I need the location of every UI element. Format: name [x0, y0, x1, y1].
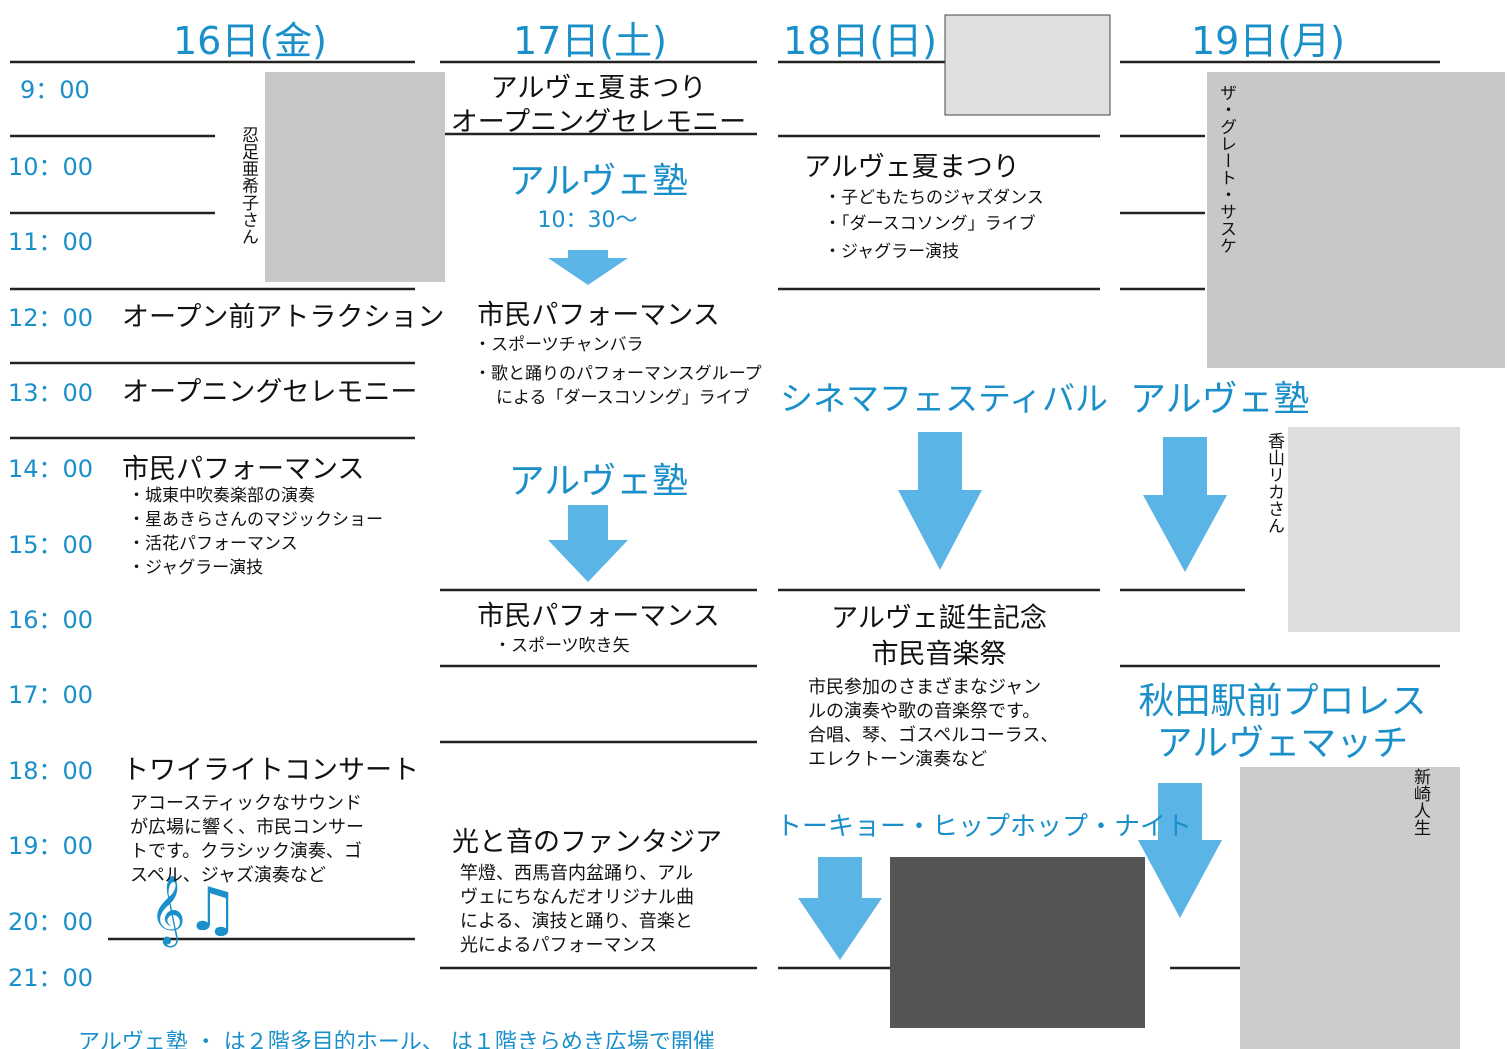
- event-item: による「ダースコソング」ライブ: [496, 388, 750, 408]
- event-text: による、演技と踊り、音楽と: [460, 911, 693, 932]
- event-text: 合唱、琴、ゴスペルコーラス、: [808, 725, 1059, 746]
- day-header: 18日(日): [782, 19, 937, 63]
- event-text: トです。クラシック演奏、ゴ: [130, 841, 362, 862]
- event-title: アルヴェマッチ: [1156, 723, 1409, 764]
- event-time: 10：30～: [537, 208, 638, 233]
- event-title: アルヴェ夏まつり: [804, 152, 1020, 183]
- event-text: スペル、ジャズ演奏など: [130, 865, 326, 886]
- event-title: アルヴェ塾: [508, 161, 689, 202]
- event-title: シネマフェスティバル: [780, 379, 1109, 418]
- event-text: 竿燈、西馬音内盆踊り、アル: [460, 863, 694, 884]
- time: 21：00: [8, 964, 94, 992]
- photo: [1207, 72, 1505, 368]
- event-text: エレクトーン演奏など: [808, 749, 988, 770]
- event-item: ・スポーツ吹き矢: [494, 636, 630, 656]
- event-text: 市民参加のさまざまなジャン: [808, 677, 1042, 698]
- day-header: 19日(月): [1190, 19, 1345, 63]
- event-item: ・城東中吹奏楽部の演奏: [128, 486, 315, 506]
- photo-caption: 新崎人生: [1410, 768, 1430, 836]
- time: 12：00: [8, 304, 94, 332]
- event-title: 光と音のファンタジア: [452, 827, 722, 858]
- photo: [1240, 767, 1460, 1049]
- photo: [265, 72, 445, 282]
- time: 13：00: [8, 379, 94, 407]
- time: 14：00: [8, 455, 94, 483]
- event-title: アルヴェ塾: [1130, 379, 1310, 420]
- footer-text: ・: [194, 1030, 217, 1049]
- day-header: 16日(金): [172, 19, 327, 63]
- photo: [1288, 427, 1460, 632]
- footer-text: アルヴェ塾: [78, 1030, 188, 1049]
- time: 15：00: [8, 531, 94, 559]
- event-title: アルヴェ誕生記念: [831, 603, 1047, 634]
- event-item: ・スポーツチャンバラ: [474, 335, 644, 355]
- event-item: ・星あきらさんのマジックショー: [128, 510, 383, 530]
- time: 16：00: [8, 606, 94, 634]
- footer-text: は１階きらめき広場で開催: [450, 1030, 715, 1049]
- time: 19：00: [8, 832, 94, 860]
- event-item: ・「ダースコソング」ライブ: [824, 214, 1036, 234]
- event-item: ・歌と踊りのパフォーマンスグループ: [474, 364, 762, 384]
- photo-caption: 香山リカさん: [1264, 432, 1284, 534]
- photo: [890, 857, 1145, 1028]
- event-title: オープニングセレモニー: [122, 377, 418, 408]
- event-item: ・子どもたちのジャズダンス: [824, 188, 1044, 208]
- event-item: ・活花パフォーマンス: [128, 534, 298, 554]
- photo-caption: 忍足亜希子さん: [238, 126, 258, 245]
- event-title: オープニングセレモニー: [450, 107, 747, 138]
- time: 18：00: [8, 757, 94, 785]
- event-title: オープン前アトラクション: [122, 302, 445, 333]
- footer-text: は２階多目的ホール、: [223, 1030, 444, 1049]
- event-title: 秋田駅前プロレス: [1138, 681, 1427, 722]
- time: 11：00: [8, 228, 94, 256]
- time: 10：00: [8, 153, 94, 181]
- svg-text:𝄞♫: 𝄞♫: [150, 875, 239, 947]
- event-text: 光によるパフォーマンス: [460, 935, 658, 956]
- event-text: アコースティックなサウンド: [130, 793, 363, 814]
- event-title: 市民パフォーマンス: [477, 601, 720, 632]
- event-item: ・ジャグラー演技: [128, 558, 264, 578]
- event-title: 市民音楽祭: [871, 639, 1007, 670]
- event-text: が広場に響く、市民コンサー: [130, 817, 364, 838]
- event-title: トワイライトコンサート: [122, 755, 419, 786]
- day-header: 17日(土): [512, 19, 667, 63]
- time: 20：00: [8, 908, 94, 936]
- event-title: トーキョー・ヒップホップ・ナイト: [776, 812, 1193, 842]
- event-text: ルの演奏や歌の音楽祭です。: [808, 701, 1041, 722]
- event-title: 市民パフォーマンス: [122, 454, 365, 485]
- time: 9：00: [20, 76, 90, 104]
- photo-caption: ザ・グレート・サスケ: [1216, 84, 1236, 254]
- event-title: アルヴェ夏まつり: [490, 73, 707, 104]
- time: 17：00: [8, 681, 94, 709]
- footer: アルヴェ塾 ・ は２階多目的ホール、 は１階きらめき広場で開催: [78, 1024, 715, 1049]
- event-item: ・ジャグラー演技: [824, 242, 960, 262]
- event-title: アルヴェ塾: [508, 461, 689, 502]
- event-text: ヴェにちなんだオリジナル曲: [460, 887, 694, 908]
- event-title: 市民パフォーマンス: [477, 300, 720, 331]
